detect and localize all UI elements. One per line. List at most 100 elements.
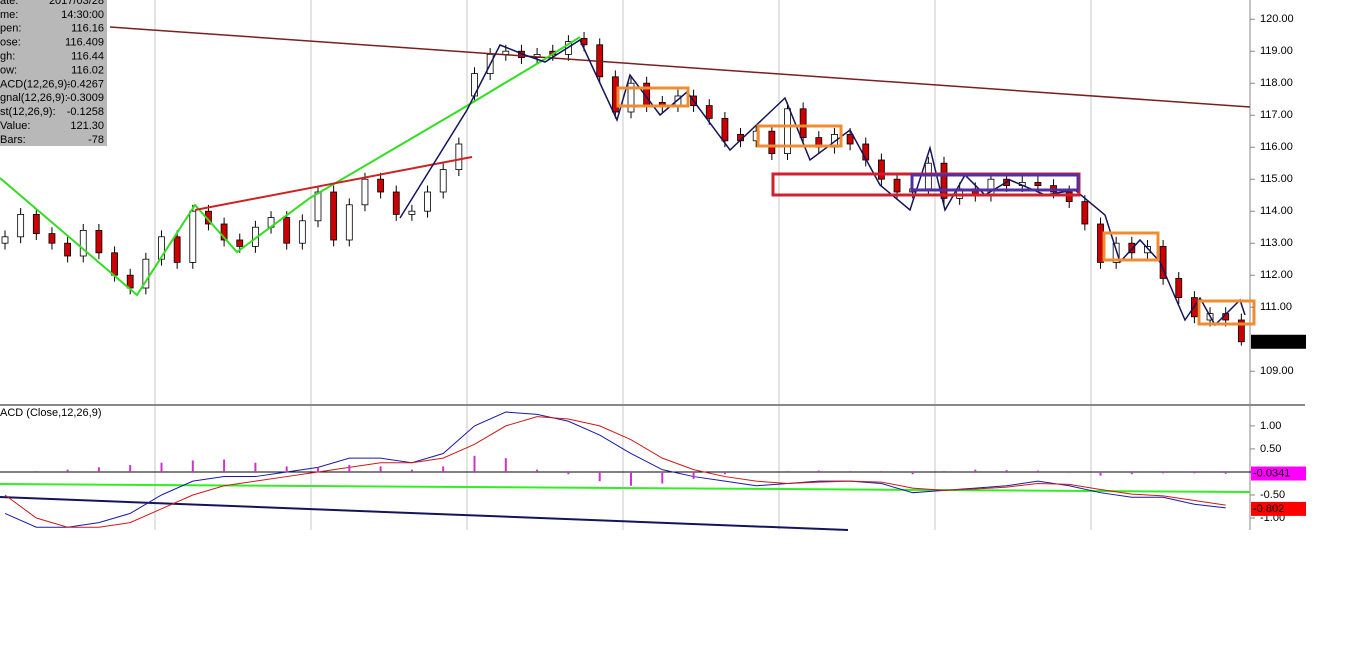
y-tick-label: 1.00 [1260,420,1281,432]
info-label: Value: [0,120,30,132]
candle-body [142,258,150,289]
price-tag-label: 109.92 [1253,336,1287,348]
macd-trend-line [0,483,1251,493]
candle-body [627,82,635,113]
candle-body [439,169,447,193]
y-tick-label: 114.00 [1260,205,1293,217]
candle-body [298,220,306,244]
macd-title: ACD (Close,12,26,9) [0,407,102,419]
macd-trend-line [0,496,849,531]
info-value: -0.1258 [67,106,104,118]
candle-body [361,178,369,206]
candle-body [330,191,338,241]
box [1197,299,1256,326]
info-value: -0.4267 [67,78,104,90]
info-label: pen: [0,23,21,35]
candle-body [392,191,400,215]
y-tick-label: 0.50 [1260,443,1281,455]
candle-body [893,178,901,193]
info-value: 14:30:00 [61,9,104,21]
candle-body [173,236,181,263]
box [910,173,1080,192]
box [1102,231,1160,262]
candle-body [283,217,291,244]
y-tick-label: 109.00 [1260,365,1294,377]
candle-body [220,223,228,241]
macd-line [4,411,1226,528]
value-tag [1251,501,1306,516]
candle-body [1,236,9,244]
candle-body [377,178,385,193]
y-tick-label: 119.00 [1260,45,1293,57]
price-tag [1251,334,1306,349]
candle-body [940,162,948,199]
info-value: 116.02 [71,64,104,76]
candle-body [236,239,244,247]
candle-body [64,242,71,257]
candle-body [126,274,134,289]
value-tag [1251,466,1306,481]
box [616,86,690,108]
macd-line [4,416,1226,528]
info-value: 116.409 [65,37,104,49]
y-tick-label: -0.50 [1260,489,1285,501]
candle-body [784,108,791,155]
candle-body [17,213,25,238]
candle-body [79,229,87,257]
macd-panel [0,411,1305,528]
candle-body [1175,277,1183,298]
candle-body [1144,245,1151,254]
candle-body [1034,181,1042,186]
info-label: me: [0,9,18,21]
candle-body [189,210,197,263]
info-label: gh: [0,51,15,63]
info-rows: ate: 2017/03/28 me: 14:30:00 pen: 116.16 ose: 1… [0,0,104,146]
y-tick-label: 113.00 [1260,237,1293,249]
info-label: st(12,26,9): [0,106,56,118]
y-tick-label: 115.00 [1260,173,1293,185]
info-label: ACD(12,26,9): [0,78,70,90]
candle-body [1237,319,1245,343]
y-tick-label: 112.00 [1260,269,1293,281]
value-tag-label: -0.0341 [1253,467,1290,479]
box [756,124,843,148]
info-panel [0,0,107,146]
candle-body [799,108,807,139]
info-label: Bars: [0,134,26,146]
info-label: ate: [0,0,18,7]
trend-line [0,36,581,297]
candle-body [1112,242,1120,263]
info-value: 2017/03/28 [49,0,104,7]
candle-body [158,236,165,260]
value-tag-label: -0.802 [1253,503,1284,515]
y-tick-label: 116.00 [1260,141,1293,153]
candle-body [455,143,463,171]
y-tick-label: 111.00 [1260,301,1292,313]
y-tick-label: 118.00 [1260,77,1293,89]
info-label: ose: [0,37,21,49]
info-label: ow: [0,64,17,76]
info-value: 116.16 [71,23,104,35]
candle-body [345,204,353,241]
candle-body [1081,201,1089,225]
candle-body [878,159,885,180]
candle-body [768,130,776,154]
axes: 120.00 119.00 118.00 117.00 116.00 115.00 114.… [1250,13,1306,524]
candle-body [48,233,56,244]
separators [0,0,1305,530]
candle-body [705,105,713,119]
candle-body [95,229,103,254]
info-label: gnal(12,26,9): [0,92,68,104]
candle-body [424,191,431,212]
y-tick-label: 117.00 [1260,109,1293,121]
info-value: -0.3009 [67,92,104,104]
info-value: 121.30 [70,120,104,132]
trend-line [194,156,473,211]
info-value: 116.44 [71,51,104,63]
drawings [0,26,1256,531]
candle-body [846,133,854,145]
y-tick-label: 120.00 [1260,13,1294,25]
trend-line [109,26,1251,108]
